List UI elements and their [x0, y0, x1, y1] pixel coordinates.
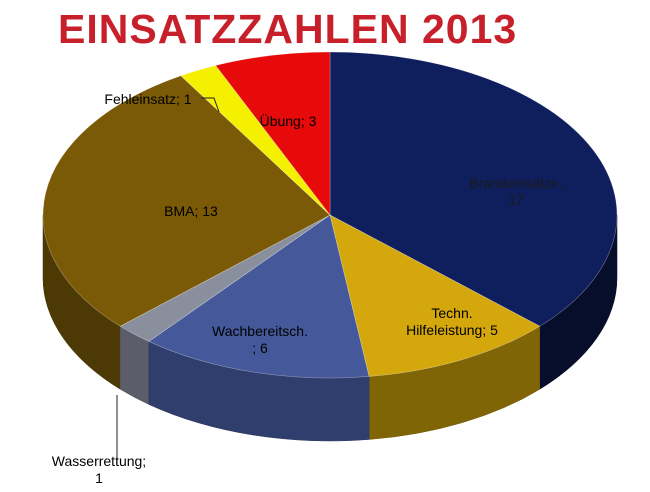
data-label-techn-hilfeleistung: Techn. Hilfeleistung; 5	[406, 305, 498, 338]
pie-slice-techn-hilfeleistung	[329, 214, 541, 377]
pie-slice-brandeinsaetze	[329, 51, 618, 327]
data-label-brandeinsaetze: Brandeinsätze; 17	[469, 175, 562, 208]
pie-slice-bma	[42, 75, 331, 327]
chart-title: EINSATZZAHLEN 2013	[58, 6, 518, 52]
data-label-fehleinsatz: Fehleinsatz; 1	[104, 91, 191, 107]
pie-slice-uebung	[215, 51, 331, 216]
data-label-wachbereitsch: Wachbereitsch.; 6	[212, 323, 308, 356]
data-label-uebung: Übung; 3	[260, 112, 317, 129]
pie-slice-fehleinsatz	[180, 65, 331, 216]
pie-slice-wachbereitsch	[148, 214, 370, 379]
pie-slice-wasserrettung	[119, 214, 331, 342]
data-label-bma: BMA; 13	[164, 203, 218, 219]
leader-line-fehleinsatz	[201, 97, 220, 113]
data-label-wasserrettung: Wasserrettung; 1	[52, 453, 146, 486]
